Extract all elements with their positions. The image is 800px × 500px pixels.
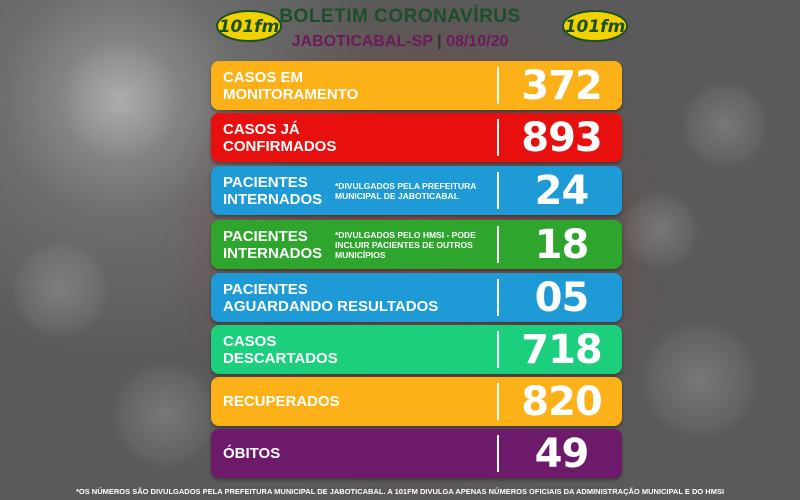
- stat-row: CASOS EM MONITORAMENTO 372: [211, 61, 622, 110]
- stat-footnote: *DIVULGADOS PELA PREFEITURA MUNICIPAL DE…: [335, 180, 477, 201]
- svg-text:101fm: 101fm: [565, 17, 626, 37]
- stat-label-line2: CONFIRMADOS: [223, 137, 337, 155]
- stat-value: 05: [534, 274, 590, 321]
- stat-value: 49: [534, 430, 590, 477]
- stat-label: CASOS DESCARTADOS: [223, 325, 338, 374]
- stat-label-line1: PACIENTES: [223, 173, 308, 191]
- stat-label: CASOS EM MONITORAMENTO: [223, 61, 358, 110]
- stat-row: PACIENTES INTERNADOS *DIVULGADOS PELO HMSI…: [211, 220, 622, 269]
- stat-label-line2: INTERNADOS: [223, 244, 323, 262]
- background-virus-shape: [640, 320, 760, 440]
- background-virus-shape: [110, 360, 220, 470]
- stat-label: RECUPERADOS: [223, 377, 340, 426]
- page-title: BOLETIM CORONAVÍRUS: [279, 6, 521, 27]
- divider: [497, 383, 499, 420]
- header: 101fm BOLETIM CORONAVÍRUS JABOTICABAL-SP…: [0, 0, 800, 58]
- stat-label-line2: MONITORAMENTO: [223, 85, 359, 103]
- stat-label-line1: PACIENTES: [223, 280, 308, 298]
- stat-row: CASOS JÁ CONFIRMADOS 893: [211, 113, 622, 162]
- stat-label-line2: DESCARTADOS: [223, 349, 338, 367]
- divider: [497, 119, 499, 156]
- stat-label-line1: CASOS JÁ: [223, 120, 300, 138]
- background-virus-shape: [680, 80, 770, 170]
- city-label: JABOTICABAL-SP: [291, 33, 433, 50]
- stat-label: ÓBITOS: [223, 429, 280, 478]
- stat-label-line1: CASOS: [223, 332, 277, 350]
- page-subtitle: JABOTICABAL-SP | 08/10/20: [0, 33, 800, 51]
- stat-label: PACIENTES AGUARDANDO RESULTADOS: [223, 273, 438, 322]
- stat-value: 24: [534, 167, 590, 214]
- divider: [497, 435, 499, 472]
- stat-label-line1: ÓBITOS: [223, 445, 281, 462]
- stat-row: RECUPERADOS 820: [211, 377, 622, 426]
- divider: [497, 331, 499, 368]
- stat-value: 718: [521, 326, 603, 373]
- stat-value: 893: [521, 114, 603, 161]
- divider: [497, 279, 499, 316]
- stat-label: CASOS JÁ CONFIRMADOS: [223, 113, 336, 162]
- svg-text:101fm: 101fm: [219, 17, 280, 37]
- stat-label-line2: INTERNADOS: [223, 190, 323, 208]
- stat-footnote: *DIVULGADOS PELO HMSI - PODE INCLUIR PAC…: [335, 229, 476, 260]
- background-virus-shape: [60, 40, 180, 160]
- stat-row: ÓBITOS 49: [211, 429, 622, 478]
- stat-label-line1: CASOS EM: [223, 68, 304, 86]
- divider: [497, 172, 499, 209]
- stat-label: PACIENTES INTERNADOS: [223, 220, 322, 269]
- stat-value: 820: [521, 378, 603, 425]
- footer-note: *OS NÚMEROS SÃO DIVULGADOS PELA PREFEITU…: [75, 487, 725, 496]
- background-virus-shape: [620, 190, 700, 270]
- radio-logo: 101fm: [216, 10, 282, 42]
- stat-row: PACIENTES INTERNADOS *DIVULGADOS PELA PREF…: [211, 166, 622, 215]
- stat-label-line1: RECUPERADOS: [223, 393, 340, 410]
- divider: [497, 67, 499, 104]
- stat-row: CASOS DESCARTADOS 718: [211, 325, 622, 374]
- stat-label: PACIENTES INTERNADOS: [223, 166, 322, 215]
- radio-logo: 101fm: [562, 10, 628, 42]
- stat-label-line2: AGUARDANDO RESULTADOS: [223, 297, 439, 315]
- stat-value: 18: [534, 221, 590, 268]
- separator: |: [437, 33, 442, 50]
- stat-label-line1: PACIENTES: [223, 227, 308, 245]
- background-virus-shape: [10, 240, 110, 340]
- stat-value: 372: [521, 62, 603, 109]
- divider: [497, 226, 499, 263]
- date-label: 08/10/20: [446, 33, 509, 50]
- stat-row: PACIENTES AGUARDANDO RESULTADOS 05: [211, 273, 622, 322]
